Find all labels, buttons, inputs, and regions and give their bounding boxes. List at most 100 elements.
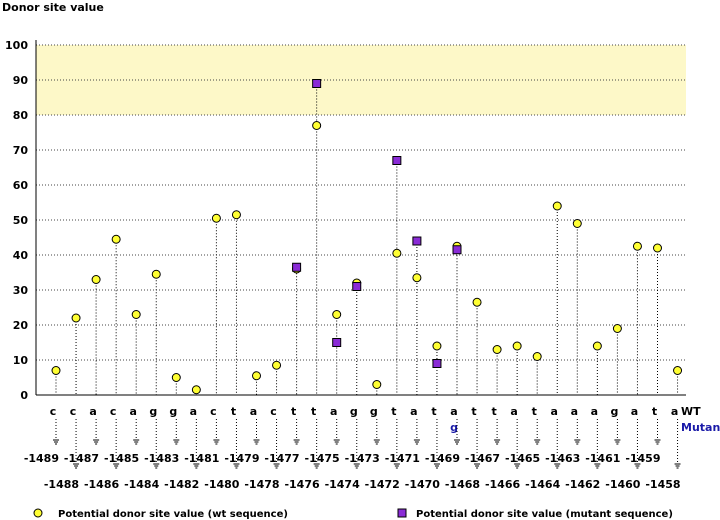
wt-row-label: WT	[681, 405, 701, 418]
ground-symbol	[233, 463, 240, 469]
mutant-point	[312, 79, 322, 88]
position-label: -1470	[405, 478, 441, 491]
wt-base: t	[311, 405, 316, 418]
wt-base: t	[391, 405, 396, 418]
mutant-point	[412, 236, 422, 246]
wt-base: c	[110, 405, 117, 418]
wt-point	[632, 241, 642, 251]
wt-base: a	[330, 405, 337, 418]
y-tick-label: 10	[13, 354, 29, 367]
position-label: -1464	[525, 478, 561, 491]
wt-base: c	[70, 405, 77, 418]
ground-symbol	[554, 463, 561, 469]
wt-base: g	[149, 405, 157, 418]
sequence-track: c -1489 c -1488 a -1487 c -1486 a -1485 g -1484 g -14…	[24, 405, 681, 491]
y-tick-label: 30	[13, 284, 29, 297]
position-label: -1481	[184, 452, 219, 465]
y-tick-label: 100	[5, 39, 28, 52]
ground-symbol	[173, 439, 180, 445]
wt-point	[592, 341, 602, 351]
wt-point	[372, 380, 382, 389]
wt-point	[492, 345, 502, 354]
wt-base: c	[50, 405, 57, 418]
wt-base: a	[250, 405, 257, 418]
ground-symbol	[253, 439, 260, 445]
ground-symbol	[333, 439, 340, 445]
wt-point	[231, 210, 241, 220]
position-label: -1471	[385, 452, 420, 465]
ground-symbol	[674, 463, 681, 469]
ground-symbol	[373, 439, 380, 445]
wt-base: t	[291, 405, 296, 418]
wt-base: a	[510, 405, 517, 418]
y-tick-label: 70	[13, 144, 29, 157]
wt-base: t	[431, 405, 436, 418]
ground-symbol	[273, 463, 280, 469]
ground-symbol	[594, 463, 601, 469]
position-label: -1480	[204, 478, 240, 491]
ground-symbol	[413, 439, 420, 445]
ground-symbol	[193, 463, 200, 469]
wt-point	[131, 310, 141, 319]
ground-symbol	[293, 439, 300, 445]
ground-symbol	[93, 439, 100, 445]
wt-base: a	[190, 405, 197, 418]
wt-point	[171, 373, 181, 382]
ground-symbol	[73, 463, 80, 469]
position-label: -1486	[84, 478, 120, 491]
y-tick-label: 40	[13, 249, 29, 262]
wt-point	[151, 269, 161, 279]
ground-symbol	[534, 439, 541, 445]
position-label: -1462	[565, 478, 600, 491]
position-label: -1488	[44, 478, 79, 491]
wt-base: a	[450, 405, 457, 418]
wt-point	[532, 352, 542, 361]
y-tick-label: 90	[13, 74, 29, 87]
wt-point	[653, 243, 662, 253]
ground-symbol	[433, 463, 440, 469]
wt-point	[612, 324, 622, 333]
wt-point	[332, 310, 342, 319]
legend-wt-marker	[33, 508, 43, 518]
wt-point	[572, 219, 582, 228]
ground-symbol	[353, 463, 360, 469]
wt-series	[51, 121, 683, 395]
y-tick-label: 80	[13, 109, 29, 122]
wt-base: a	[129, 405, 136, 418]
position-label: -1469	[425, 452, 460, 465]
position-label: -1461	[585, 452, 620, 465]
wt-base: a	[551, 405, 558, 418]
wt-point	[472, 297, 482, 307]
mutant-point	[352, 282, 362, 291]
y-tick-label: 60	[13, 179, 29, 192]
position-label: -1482	[164, 478, 199, 491]
ground-symbol	[454, 439, 460, 445]
ground-symbol	[514, 463, 521, 469]
stems	[55, 83, 679, 395]
ground-symbol	[113, 463, 120, 469]
legend-wt-label: Potential donor site value (wt sequence)	[58, 509, 288, 520]
y-tick-label: 0	[20, 389, 28, 402]
position-label: -1483	[144, 452, 179, 465]
wt-base: a	[89, 405, 96, 418]
wt-point	[512, 341, 522, 351]
wt-base: g	[610, 405, 618, 418]
wt-base: a	[571, 405, 578, 418]
wt-point	[312, 121, 322, 130]
position-label: -1478	[244, 478, 279, 491]
ground-symbol	[614, 439, 621, 445]
wt-point	[412, 273, 422, 283]
ground-symbol	[654, 439, 661, 445]
wt-point	[111, 234, 121, 244]
position-label: -1472	[365, 478, 400, 491]
wt-base: t	[652, 405, 657, 418]
wt-base: a	[410, 405, 417, 418]
ground-symbol	[313, 463, 320, 469]
legend-mutant-marker	[397, 508, 407, 518]
wt-point	[272, 360, 282, 370]
y-axis-title: Donor site value	[2, 1, 104, 14]
ground-symbol	[393, 463, 400, 469]
mutant-series	[292, 79, 462, 368]
position-label: -1485	[104, 452, 139, 465]
